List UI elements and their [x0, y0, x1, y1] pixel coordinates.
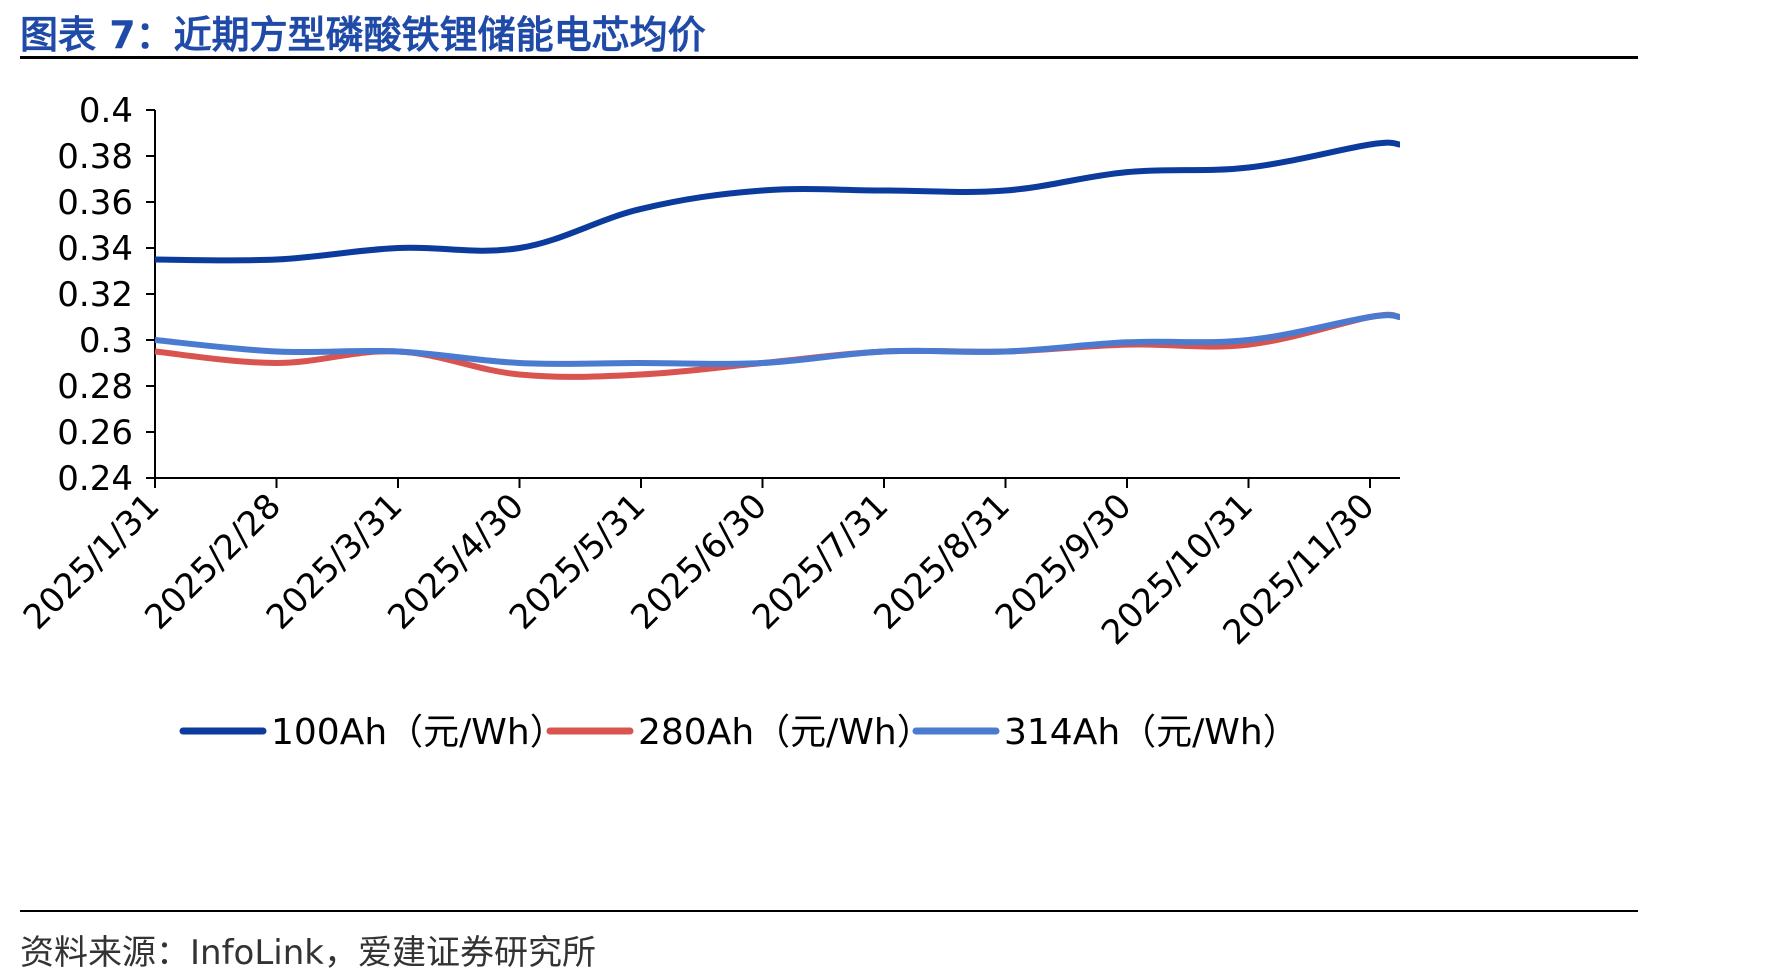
legend-label-2: 314Ah（元/Wh） — [1004, 712, 1299, 753]
source-note: 资料来源：InfoLink，爱建证券研究所 — [20, 933, 596, 973]
series-line-2 — [154, 312, 1401, 367]
y-tick-label: 0.32 — [57, 275, 133, 315]
figure-title: 图表 7：近期方型磷酸铁锂储能电芯均价 — [20, 13, 706, 57]
y-tick-label: 0.3 — [79, 321, 133, 361]
top-divider — [20, 56, 1638, 59]
chart-series — [154, 139, 1401, 380]
chart-axes: 0.240.260.280.30.320.340.360.380.42025/1… — [16, 91, 1400, 653]
bottom-divider — [20, 910, 1638, 912]
y-tick-label: 0.36 — [57, 183, 133, 223]
y-tick-label: 0.4 — [79, 91, 133, 131]
series-line-0 — [154, 139, 1401, 264]
legend-label-0: 100Ah（元/Wh） — [271, 712, 566, 753]
y-tick-label: 0.28 — [57, 367, 133, 407]
legend-label-1: 280Ah（元/Wh） — [638, 712, 933, 753]
chart-legend: 100Ah（元/Wh） 280Ah（元/Wh） 314Ah（元/Wh） — [179, 712, 1299, 753]
y-tick-label: 0.38 — [57, 137, 133, 177]
y-tick-label: 0.26 — [57, 413, 133, 453]
y-tick-label: 0.24 — [57, 459, 133, 499]
y-tick-label: 0.34 — [57, 229, 133, 269]
series-line-1 — [154, 311, 1401, 380]
